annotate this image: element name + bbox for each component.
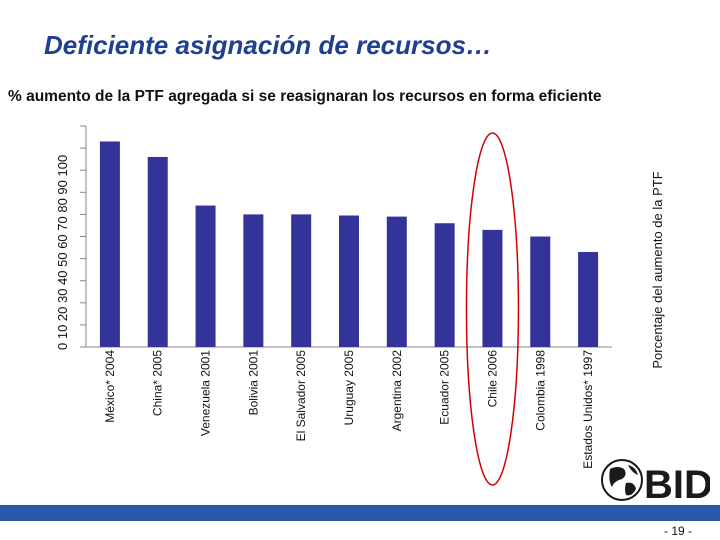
bar [243,214,264,347]
bid-logo-text: BID [644,463,710,505]
x-tick-label: Chile 2006 [485,350,499,408]
y-axis-tick-labels: 0 10 20 30 40 50 60 70 80 90 100 [55,155,70,350]
x-tick-label: Bolivia 2001 [246,350,260,416]
highlight-ellipse [465,132,520,486]
y-axis-title: Porcentaje del aumento de la PTF [650,171,665,368]
bar [530,236,551,347]
page-title: Deficiente asignación de recursos… [44,30,492,60]
bar [291,214,312,347]
bar [195,205,216,347]
x-tick-label: Ecuador 2005 [438,350,452,425]
footer-bar [0,505,720,521]
x-tick-label: Argentina 2002 [390,350,404,432]
x-tick-label: El Salvador 2005 [294,350,308,442]
bar [386,216,407,347]
x-tick-label: Estados Unidos* 1997 [581,350,595,469]
bar [147,156,168,347]
bar [99,141,120,347]
bar-chart: México* 2004 China* 2005 Venezuela 2001 Bol… [55,125,665,486]
bar [578,251,599,347]
x-axis-tick-labels: México* 2004 China* 2005 Venezuela 2001 Bol… [103,350,595,469]
bar [482,229,503,347]
x-tick-label: Venezuela 2001 [199,350,213,436]
x-tick-label: Colombia 1998 [533,350,547,431]
chart-subtitle: % aumento de la PTF agregada si se reasi… [8,88,602,105]
bid-logo: BID [601,459,710,505]
page-number: - 19 - [663,524,692,538]
x-tick-label: Uruguay 2005 [342,350,356,426]
y-axis-ticks [80,125,86,348]
bar [434,223,455,347]
x-tick-label: México* 2004 [103,350,117,423]
bar [339,215,359,347]
x-tick-label: China* 2005 [151,350,165,416]
globe-icon [601,459,643,501]
bar-series [99,141,599,347]
